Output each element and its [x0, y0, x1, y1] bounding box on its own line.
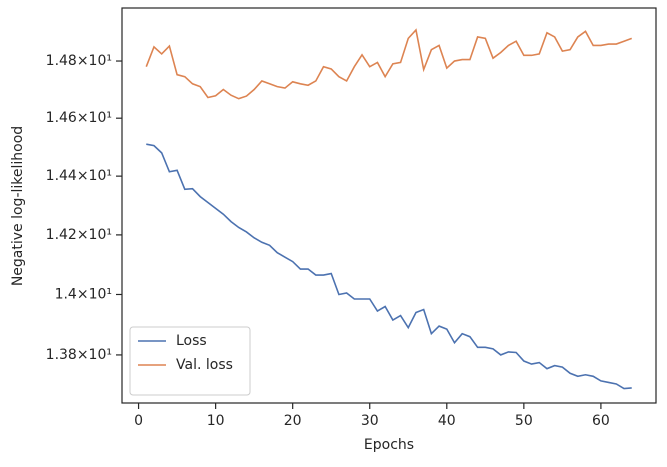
y-axis-label: Negative log-likelihood: [10, 126, 26, 286]
legend-label: Loss: [176, 333, 207, 349]
y-tick-label: 1.38×10¹: [46, 347, 112, 363]
y-tick-label: 1.42×10¹: [46, 227, 112, 243]
y-tick-label: 1.46×10¹: [46, 110, 112, 126]
plot-frame: [121, 7, 657, 404]
line-series: [146, 143, 632, 390]
x-tick-label: 20: [284, 413, 302, 429]
x-axis-label: Epochs: [364, 437, 414, 453]
x-tick-label: 50: [515, 413, 533, 429]
x-tick-label: 10: [207, 413, 225, 429]
y-tick-label: 1.44×10¹: [46, 168, 112, 184]
line-series: [145, 28, 633, 100]
legend-label: Val. loss: [176, 357, 233, 373]
y-tick-label: 1.4×10¹: [55, 286, 112, 302]
y-tick-label: 1.48×10¹: [46, 53, 112, 69]
legend-box: [129, 326, 251, 396]
x-tick-label: 0: [134, 413, 143, 429]
x-tick-label: 30: [361, 413, 379, 429]
x-tick-label: 40: [438, 413, 456, 429]
x-tick-label: 60: [592, 413, 610, 429]
